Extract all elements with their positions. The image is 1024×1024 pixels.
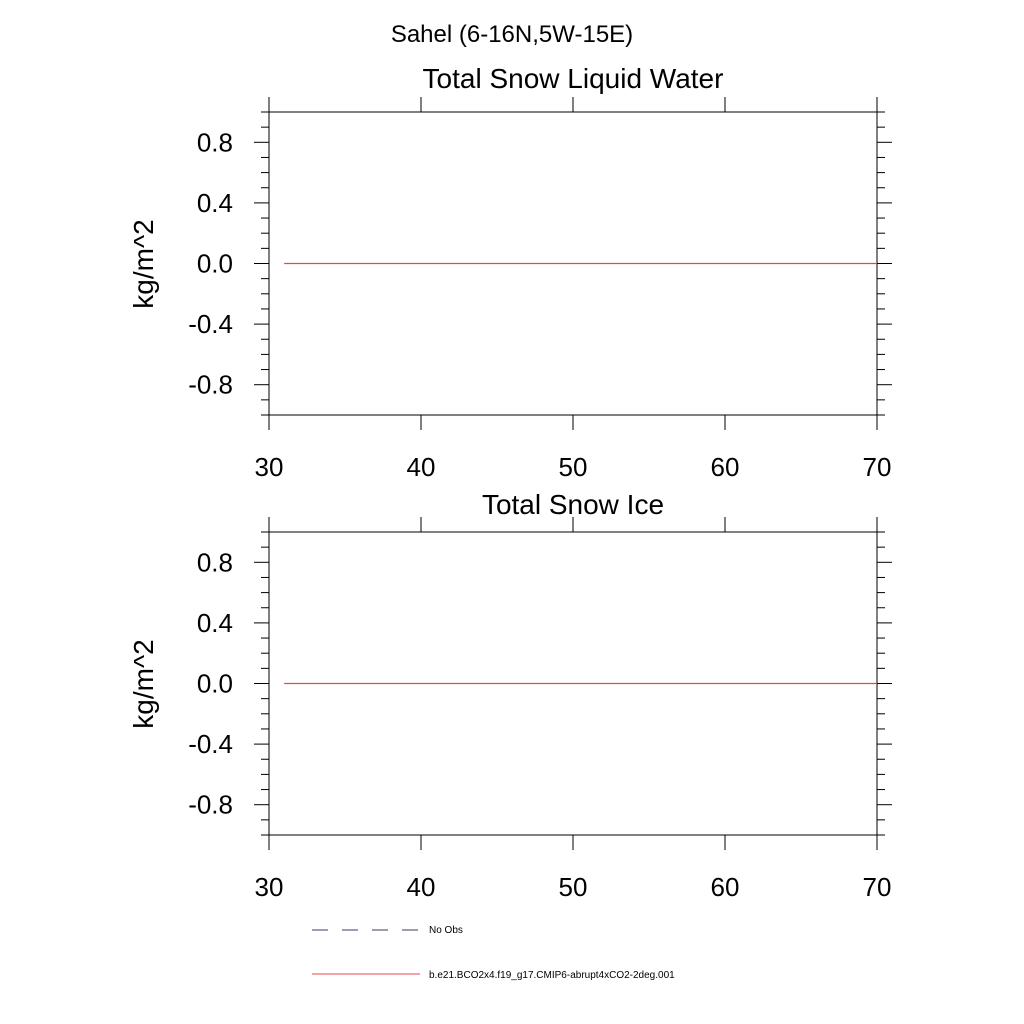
y-tick-label: 0.8 — [197, 127, 233, 157]
figure-suptitle: Sahel (6-16N,5W-15E) — [391, 21, 633, 48]
panel-snow-liquid-water: Total Snow Liquid Water kg/m^2 30 40 50 60 7… — [128, 63, 892, 482]
y-axis-label: kg/m^2 — [128, 219, 159, 308]
x-tick-labels: 30 40 50 60 70 — [255, 872, 892, 902]
panel-snow-ice: Total Snow Ice kg/m^2 30 40 50 60 70 0.80.40… — [128, 489, 892, 902]
panel-title: Total Snow Liquid Water — [423, 63, 724, 94]
x-tick-label: 30 — [255, 452, 284, 482]
x-tick-label: 50 — [559, 872, 588, 902]
x-tick-label: 70 — [863, 872, 892, 902]
legend: No Obs b.e21.BCO2x4.f19_g17.CMIP6-abrupt… — [312, 925, 675, 981]
y-tick-labels: 0.8 0.4 0.0 -0.4 -0.8 — [188, 547, 233, 819]
x-tick-label: 40 — [407, 872, 436, 902]
x-tick-labels: 30 40 50 60 70 — [255, 452, 892, 482]
x-tick-label: 40 — [407, 452, 436, 482]
x-tick-label: 30 — [255, 872, 284, 902]
x-tick-label: 50 — [559, 452, 588, 482]
y-tick-label: 0.4 — [197, 188, 233, 218]
y-tick-label: -0.4 — [188, 309, 233, 339]
x-tick-label: 70 — [863, 452, 892, 482]
axis-ticks — [254, 97, 892, 430]
y-axis-label: kg/m^2 — [128, 639, 159, 728]
legend-label-model: b.e21.BCO2x4.f19_g17.CMIP6-abrupt4xCO2-2… — [429, 970, 675, 981]
axis-ticks — [254, 517, 892, 850]
x-tick-label: 60 — [711, 452, 740, 482]
y-tick-labels: 0.8 0.4 0.0 -0.4 -0.8 — [188, 127, 233, 399]
legend-label-no-obs: No Obs — [429, 925, 463, 936]
y-tick-label: 0.4 — [197, 608, 233, 638]
y-tick-label: -0.8 — [188, 790, 233, 820]
y-tick-label: 0.8 — [197, 547, 233, 577]
x-tick-label: 60 — [711, 872, 740, 902]
y-tick-label: 0.0 — [197, 669, 233, 699]
y-tick-label: 0.0 — [197, 249, 233, 279]
y-tick-label: -0.8 — [188, 370, 233, 400]
y-tick-label: -0.4 — [188, 729, 233, 759]
panel-title: Total Snow Ice — [482, 489, 664, 520]
